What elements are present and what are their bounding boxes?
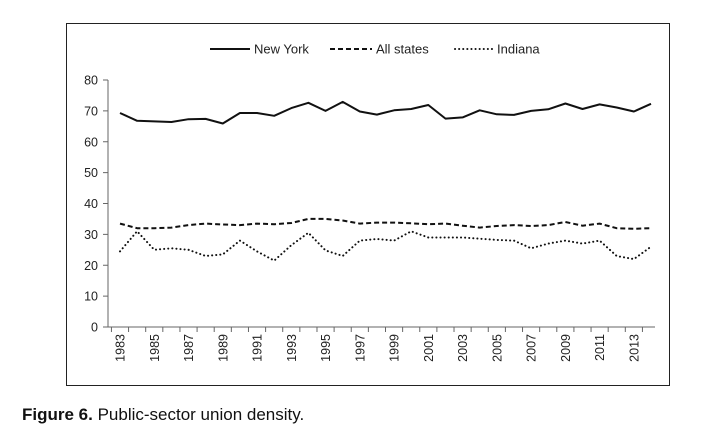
legend: New York All states Indiana <box>210 42 540 57</box>
x-tick-label: 1983 <box>114 334 128 362</box>
x-tick-label: 1991 <box>251 334 265 362</box>
y-tick-label: 70 <box>84 104 98 118</box>
caption-text: Public-sector union density. <box>92 405 305 424</box>
y-tick-label: 60 <box>84 135 98 149</box>
x-tick-label: 1989 <box>216 334 230 362</box>
figure-frame <box>66 23 670 386</box>
x-tick-label: 1985 <box>148 334 162 362</box>
legend-label-indiana: Indiana <box>497 42 540 57</box>
x-tick-label: 1995 <box>319 334 333 362</box>
figure-caption: Figure 6. Public-sector union density. <box>22 405 304 425</box>
series-line-new-york <box>119 100 652 125</box>
legend-label-all-states: All states <box>376 42 429 57</box>
x-tick-label: 2007 <box>525 334 539 362</box>
x-tick-label: 2001 <box>422 334 436 362</box>
y-tick-label: 80 <box>84 74 98 88</box>
y-tick-label: 10 <box>84 290 98 304</box>
y-tick-label: 50 <box>84 166 98 180</box>
x-tick-label: 1997 <box>353 334 367 362</box>
x-tick-label: 2013 <box>627 334 641 362</box>
x-tick-label: 1987 <box>182 334 196 362</box>
x-tick-label: 1993 <box>285 334 299 362</box>
series-lines <box>119 100 652 262</box>
y-tick-label: 0 <box>91 321 98 335</box>
y-tick-label: 30 <box>84 228 98 242</box>
x-tick-label: 2005 <box>490 334 504 362</box>
legend-label-new-york: New York <box>254 42 309 57</box>
axes: 0 10 20 30 40 50 60 70 80 1983 1985 1987 1989 1991 199… <box>84 74 655 362</box>
x-tick-label: 2011 <box>593 334 607 361</box>
x-tick-label: 2003 <box>456 334 470 362</box>
y-tick-label: 20 <box>84 259 98 273</box>
x-tick-label: 1999 <box>388 334 402 362</box>
caption-label: Figure 6. <box>22 405 93 424</box>
x-tick-label: 2009 <box>559 334 573 362</box>
y-tick-label: 40 <box>84 197 98 211</box>
series-line-indiana <box>119 230 652 262</box>
series-line-all-states <box>119 217 652 230</box>
